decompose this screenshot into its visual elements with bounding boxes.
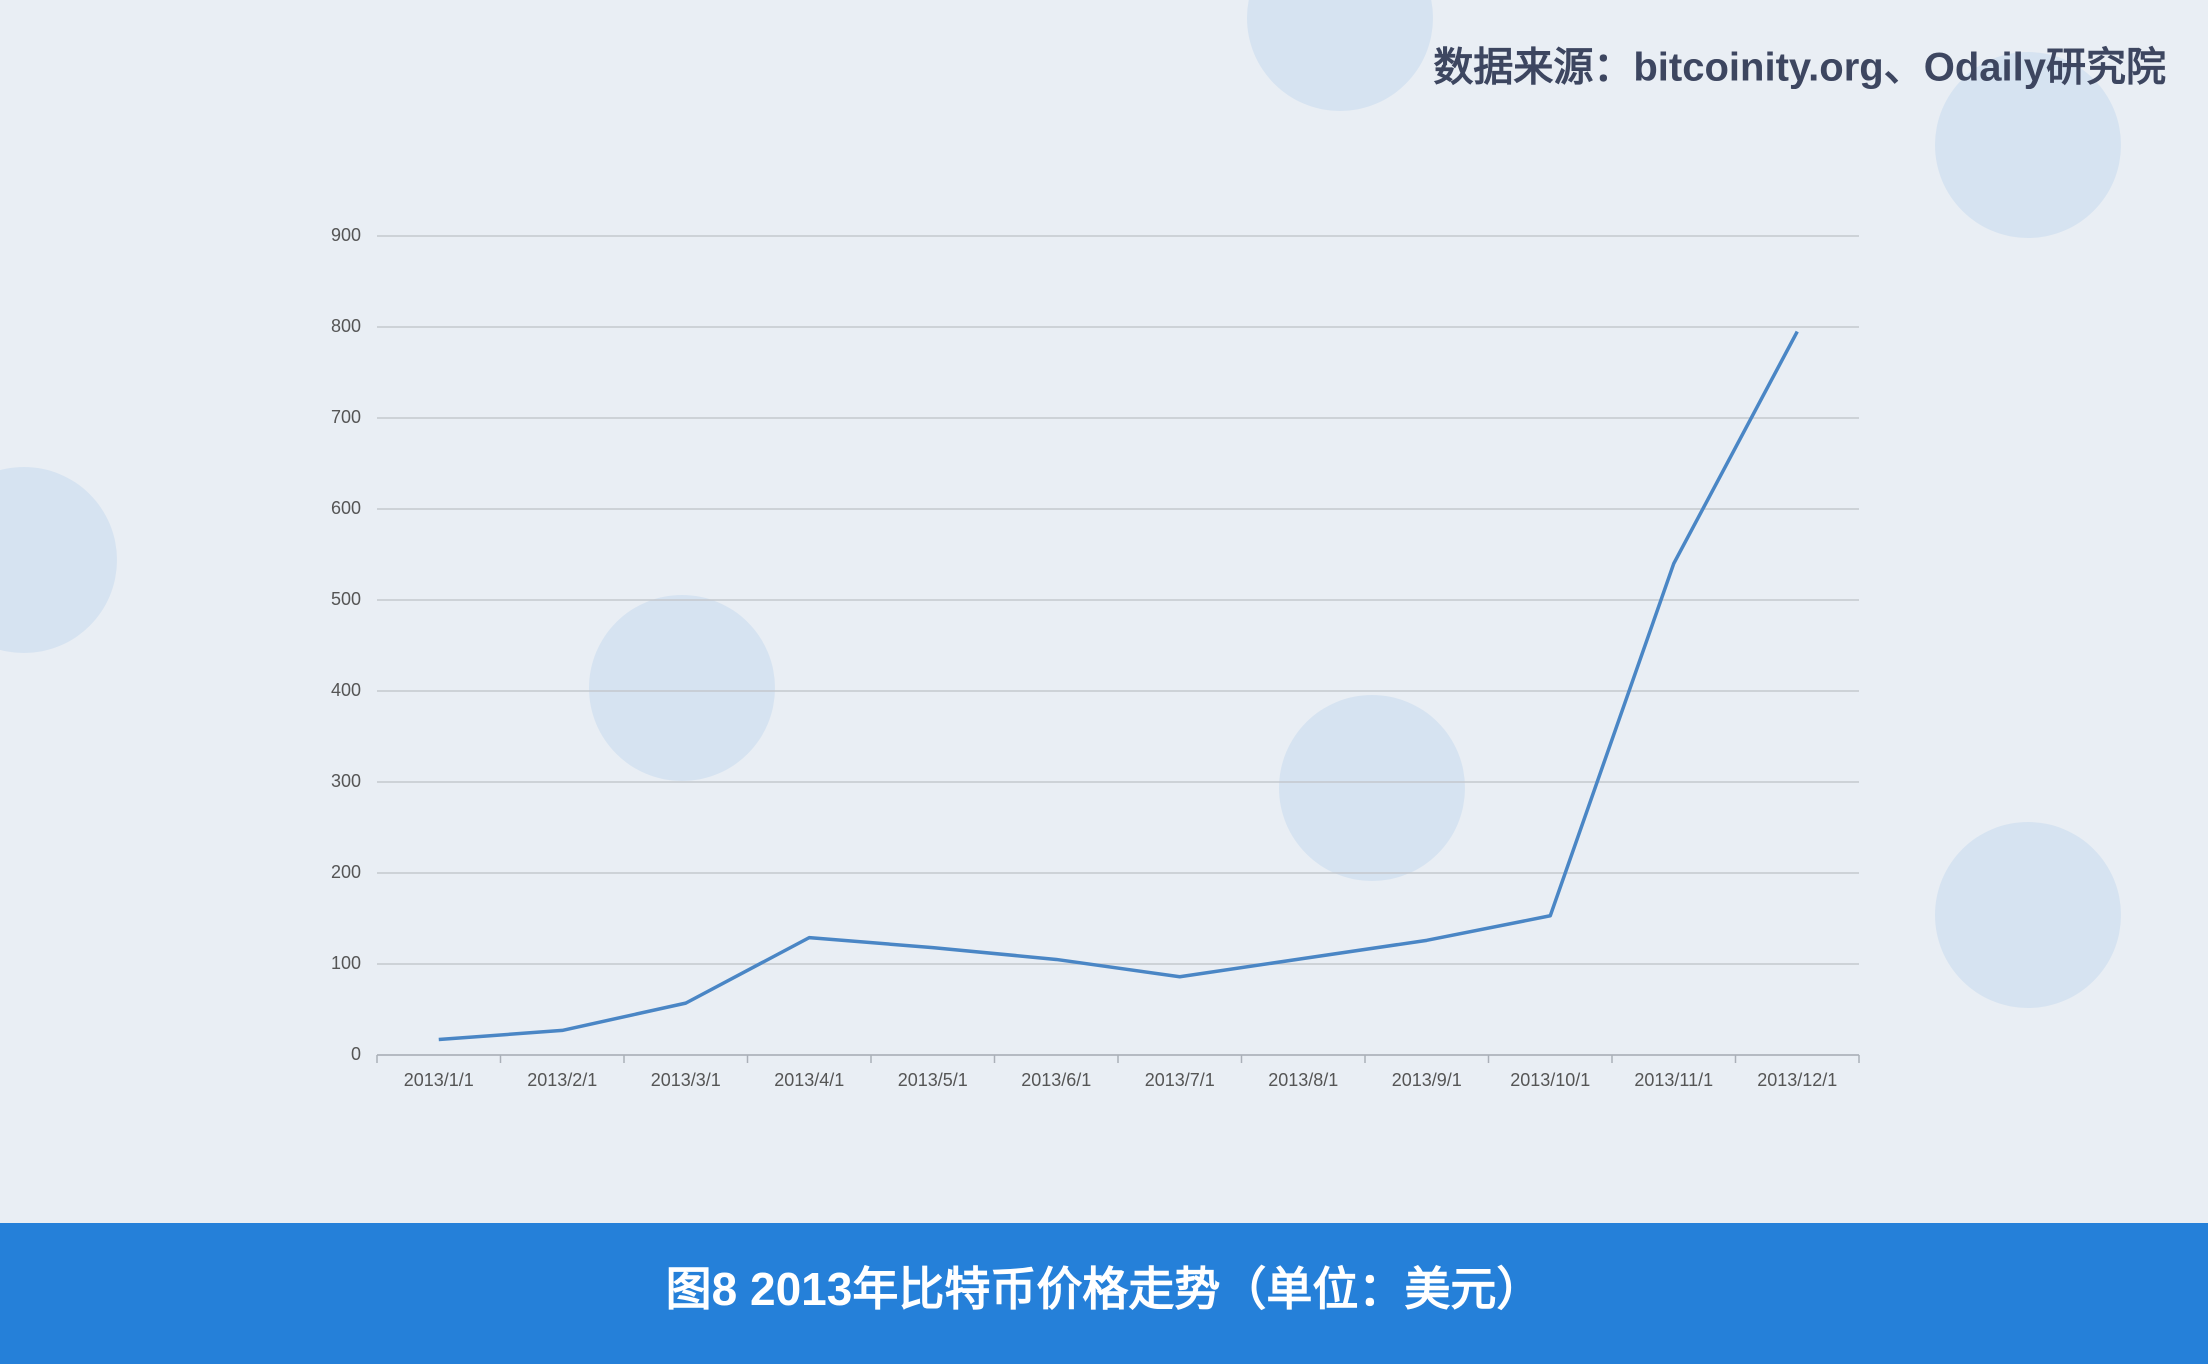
x-tick-label: 2013/11/1	[1634, 1070, 1713, 1090]
watermark-logos	[0, 0, 2121, 1008]
x-tick-label: 2013/5/1	[898, 1070, 968, 1090]
price-line	[438, 330, 1799, 1042]
x-tick-label: 2013/6/1	[1021, 1070, 1091, 1090]
watermark-logo	[1247, 0, 1433, 111]
x-tick-label: 2013/10/1	[1510, 1070, 1590, 1090]
y-tick-label: 0	[351, 1044, 361, 1064]
y-tick-label: 500	[331, 589, 361, 609]
x-tick-label: 2013/4/1	[774, 1070, 844, 1090]
watermark-logo	[1935, 822, 2121, 1008]
watermark-logo	[0, 467, 117, 653]
caption-bar	[0, 1223, 2208, 1364]
y-tick-label: 100	[331, 953, 361, 973]
y-tick-label: 200	[331, 862, 361, 882]
x-tick-label: 2013/1/1	[404, 1070, 474, 1090]
chart-caption: 图8 2013年比特币价格走势（单位：美元）	[666, 1263, 1543, 1315]
x-tick-label: 2013/2/1	[527, 1070, 597, 1090]
y-tick-label: 900	[331, 225, 361, 245]
x-tick-label: 2013/9/1	[1392, 1070, 1462, 1090]
watermark-logo	[1935, 52, 2121, 238]
y-tick-label: 600	[331, 498, 361, 518]
y-tick-label: 400	[331, 680, 361, 700]
watermark-logo	[1279, 695, 1465, 881]
watermark-logo	[589, 595, 775, 781]
source-note: 数据来源：bitcoinity.org、Odaily研究院	[1433, 46, 2166, 90]
y-tick-label: 300	[331, 771, 361, 791]
x-tick-label: 2013/12/1	[1757, 1070, 1837, 1090]
y-tick-label: 700	[331, 407, 361, 427]
x-tick-label: 2013/7/1	[1145, 1070, 1215, 1090]
y-tick-label: 800	[331, 316, 361, 336]
x-tick-label: 2013/3/1	[651, 1070, 721, 1090]
x-tick-label: 2013/8/1	[1268, 1070, 1338, 1090]
